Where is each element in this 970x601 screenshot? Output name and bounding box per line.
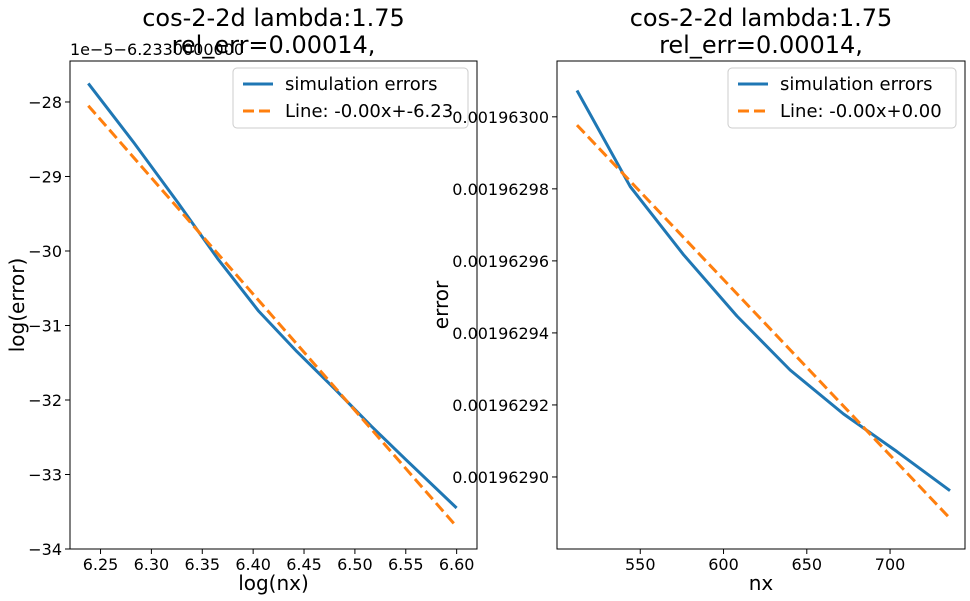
series-line-2 [575,124,952,520]
x-tick-label: 6.25 [83,555,119,574]
x-tick-label: 6.35 [184,555,220,574]
axes-frame [556,60,966,550]
y-tick-label: −31 [28,316,62,335]
legend: simulation errors Line: -0.00x+-6.23 [232,67,469,129]
legend-box [232,67,469,129]
y-axis-label: log(error) [5,258,29,353]
x-tick-label: 6.30 [134,555,170,574]
chart-title-line-1: cos-2-2d lambda:1.75 [630,4,893,32]
axes-frame [69,60,478,550]
series-line-2 [87,104,458,528]
series-line-1 [575,89,951,492]
series-line-1 [87,82,458,510]
chart-title-line-2: rel_err=0.00014, [659,31,863,59]
y-tick-label: −29 [28,167,62,186]
y-tick-label: 0.00196292 [452,396,549,415]
x-tick-label: 550 [625,555,656,574]
x-axis-label: nx [749,571,774,595]
y-tick-label: 0.00196294 [452,324,549,343]
x-axis-label: log(nx) [238,571,309,595]
chart-title-line-1: cos-2-2d lambda:1.75 [142,4,405,32]
legend-label-2: Line: -0.00x+-6.23 [285,101,453,122]
y-tick-label: 0.00196290 [452,468,549,487]
y-tick-label: −33 [28,465,62,484]
legend-label-1: simulation errors [780,74,933,95]
legend: simulation errors Line: -0.00x+0.00 [727,67,957,129]
x-tick-label: 6.60 [439,555,475,574]
x-tick-label: 600 [708,555,739,574]
legend-box [727,67,957,129]
y-offset-label: 1e−5−6.2330000000 [70,40,244,59]
x-tick-label: 6.50 [337,555,373,574]
x-tick-label: 6.55 [388,555,424,574]
legend-label-1: simulation errors [285,74,438,95]
x-tick-label: 6.45 [286,555,322,574]
y-tick-label: −30 [28,242,62,261]
y-tick-label: 0.00196298 [452,180,549,199]
y-tick-label: 0.00196296 [452,252,549,271]
y-tick-label: −34 [28,540,62,559]
x-tick-label: 650 [792,555,823,574]
y-tick-label: 0.00196300 [452,108,549,127]
x-tick-label: 700 [875,555,906,574]
chart-title-line-2: rel_err=0.00014, [172,31,376,59]
legend-label-2: Line: -0.00x+0.00 [780,101,942,122]
x-tick-label: 6.40 [235,555,271,574]
y-tick-label: −32 [28,391,62,410]
y-axis-label: error [429,280,453,329]
y-tick-label: −28 [28,93,62,112]
